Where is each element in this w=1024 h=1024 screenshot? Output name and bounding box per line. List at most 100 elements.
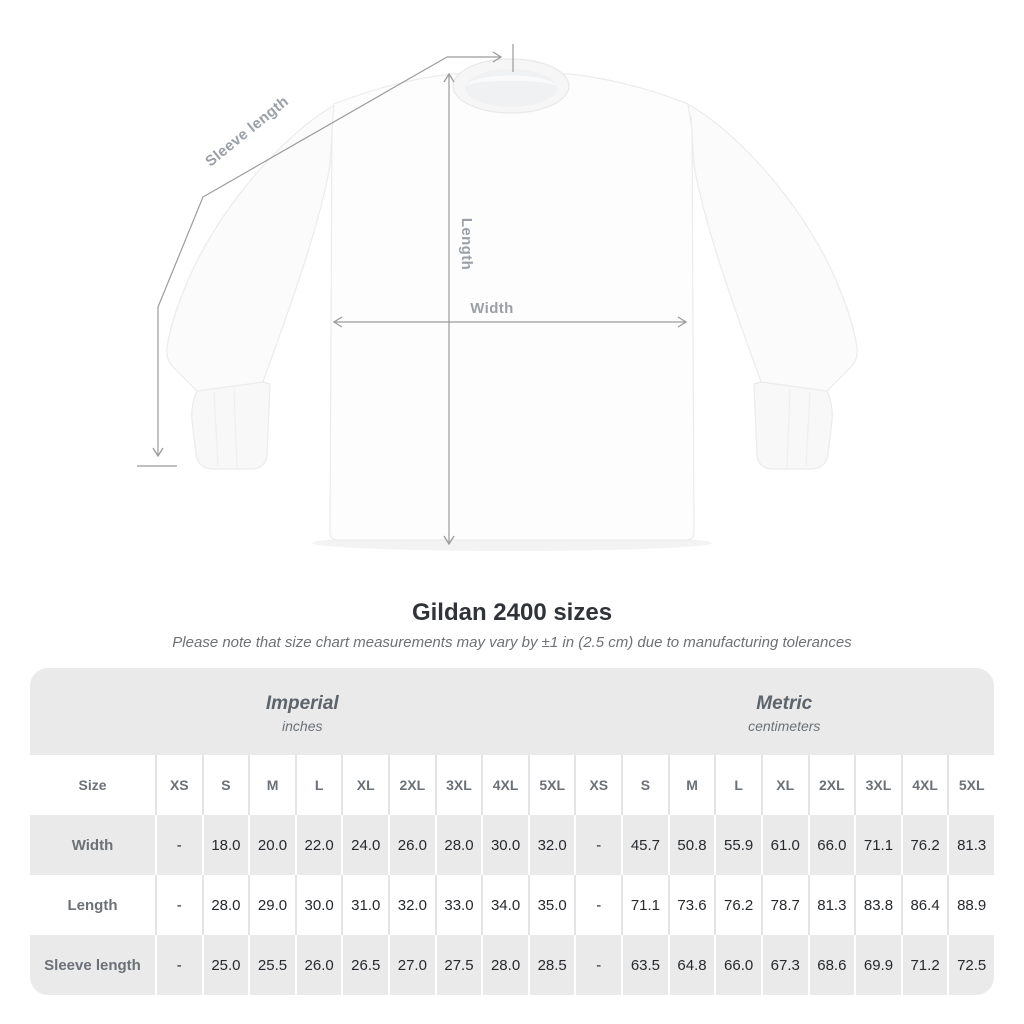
length-metric-m: 73.6 — [667, 875, 715, 935]
length-imperial-3xl: 33.0 — [434, 875, 482, 935]
length-imperial-m: 29.0 — [248, 875, 295, 935]
shirt-diagram: Sleeve length Length Width — [137, 44, 858, 551]
length-imperial-l: 30.0 — [294, 875, 342, 935]
width-metric-4xl: 76.2 — [900, 815, 948, 875]
metric-unit-header: Metric centimeters — [575, 668, 995, 755]
length-metric-5xl: 88.9 — [947, 875, 994, 935]
sleeve-length-metric-3xl: 69.9 — [854, 935, 901, 995]
width-metric-s: 45.7 — [621, 815, 668, 875]
imperial-label: Imperial — [265, 693, 339, 714]
size-header-imperial-s: S — [201, 755, 249, 815]
width-metric-3xl: 71.1 — [854, 815, 901, 875]
size-header-row: Size XS S M L XL 2XL 3XL 4XL 5XL XS S M L XL 2XL 3XL 4XL… — [30, 755, 994, 815]
sleeve-length-metric-s: 63.5 — [621, 935, 668, 995]
imperial-unit-header: Imperial inches — [30, 668, 575, 755]
sleeve-length-metric-5xl: 72.5 — [947, 935, 994, 995]
length-metric-xs: - — [574, 875, 621, 935]
size-header-imperial-m: M — [248, 755, 295, 815]
right-cuff-ribbing — [786, 388, 811, 469]
sleeve-length-dimension-polyline — [152, 56, 448, 458]
sleeve-length-imperial-4xl: 28.0 — [481, 935, 528, 995]
size-header-metric-s: S — [621, 755, 668, 815]
size-header-imperial-l: L — [294, 755, 342, 815]
length-label: Length — [458, 218, 475, 270]
shirt-collar-back — [465, 75, 557, 86]
left-cuff-ribbing — [213, 388, 238, 469]
width-label: Width — [470, 300, 514, 317]
length-imperial-5xl: 35.0 — [527, 875, 575, 935]
sleeve-length-imperial-5xl: 28.5 — [527, 935, 575, 995]
length-metric-2xl: 81.3 — [807, 875, 855, 935]
size-header-metric-4xl: 4XL — [900, 755, 948, 815]
width-metric-xs: - — [574, 815, 621, 875]
table-row-sleeve-length: Sleeve length -25.0 25.5 26.0 26.5 27.0 27.5 2… — [30, 935, 994, 995]
shirt-body — [329, 73, 695, 541]
length-imperial-2xl: 32.0 — [388, 875, 435, 935]
width-imperial-2xl: 26.0 — [388, 815, 435, 875]
sleeve-length-imperial-xs: - — [155, 935, 202, 995]
size-header-metric-3xl: 3XL — [854, 755, 901, 815]
size-column-header: Size — [78, 777, 107, 793]
length-metric-xl: 78.7 — [760, 875, 808, 935]
shirt-left-cuff — [191, 381, 271, 470]
length-metric-l: 76.2 — [714, 875, 761, 935]
size-header-imperial-5xl: 5XL — [527, 755, 575, 815]
width-metric-m: 50.8 — [667, 815, 715, 875]
length-imperial-xl: 31.0 — [341, 875, 388, 935]
shirt-collar-opening — [465, 69, 557, 107]
width-imperial-s: 18.0 — [201, 815, 249, 875]
width-imperial-4xl: 30.0 — [481, 815, 528, 875]
sleeve-length-metric-m: 64.8 — [667, 935, 715, 995]
size-header-imperial-xl: XL — [341, 755, 388, 815]
shirt-right-cuff — [753, 381, 833, 470]
width-imperial-m: 20.0 — [248, 815, 295, 875]
size-header-imperial-4xl: 4XL — [481, 755, 528, 815]
sleeve-length-imperial-s: 25.0 — [201, 935, 249, 995]
table-row-width: Width -18.0 20.0 22.0 24.0 26.0 28.0 30.0 32.0-… — [30, 815, 994, 875]
width-imperial-l: 22.0 — [294, 815, 342, 875]
metric-sublabel: centimeters — [748, 718, 821, 734]
sleeve-length-imperial-3xl: 27.5 — [434, 935, 482, 995]
length-metric-s: 71.1 — [621, 875, 668, 935]
shirt-left-sleeve — [166, 101, 340, 395]
sleeve-length-metric-xs: - — [574, 935, 621, 995]
metric-label: Metric — [756, 693, 813, 714]
sleeve-length-metric-xl: 67.3 — [760, 935, 808, 995]
sleeve-length-imperial-xl: 26.5 — [341, 935, 388, 995]
tolerance-note: Please note that size chart measurements… — [172, 634, 852, 651]
imperial-sublabel: inches — [282, 718, 323, 734]
sleeve-length-imperial-2xl: 27.0 — [388, 935, 435, 995]
size-table: Imperial inches Metric centimeters Size … — [30, 668, 994, 995]
shirt-right-sleeve — [684, 101, 858, 395]
sleeve-length-metric-l: 66.0 — [714, 935, 761, 995]
width-metric-xl: 61.0 — [760, 815, 808, 875]
size-header-metric-xs: XS — [574, 755, 621, 815]
size-header-imperial-xs: XS — [155, 755, 202, 815]
length-metric-3xl: 83.8 — [854, 875, 901, 935]
sleeve-length-metric-2xl: 68.6 — [807, 935, 855, 995]
size-header-metric-xl: XL — [760, 755, 808, 815]
width-metric-l: 55.9 — [714, 815, 761, 875]
page-title: Gildan 2400 sizes — [411, 599, 613, 626]
width-imperial-3xl: 28.0 — [434, 815, 482, 875]
size-header-imperial-3xl: 3XL — [434, 755, 482, 815]
size-header-imperial-2xl: 2XL — [388, 755, 435, 815]
row-label-width: Width — [71, 836, 114, 854]
length-imperial-xs: - — [155, 875, 202, 935]
width-imperial-xs: - — [155, 815, 202, 875]
size-header-metric-m: M — [667, 755, 715, 815]
length-metric-4xl: 86.4 — [900, 875, 948, 935]
unit-header-band: Imperial inches Metric centimeters — [30, 668, 994, 755]
sleeve-length-imperial-m: 25.5 — [248, 935, 295, 995]
size-header-metric-2xl: 2XL — [807, 755, 855, 815]
width-imperial-xl: 24.0 — [341, 815, 388, 875]
length-imperial-s: 28.0 — [201, 875, 249, 935]
table-row-length: Length -28.0 29.0 30.0 31.0 32.0 33.0 34.0 35.0… — [30, 875, 994, 935]
row-label-sleeve-length: Sleeve length — [44, 956, 141, 974]
width-imperial-5xl: 32.0 — [527, 815, 575, 875]
width-metric-2xl: 66.0 — [807, 815, 855, 875]
length-imperial-4xl: 34.0 — [481, 875, 528, 935]
sleeve-length-imperial-l: 26.0 — [294, 935, 342, 995]
width-metric-5xl: 81.3 — [947, 815, 994, 875]
